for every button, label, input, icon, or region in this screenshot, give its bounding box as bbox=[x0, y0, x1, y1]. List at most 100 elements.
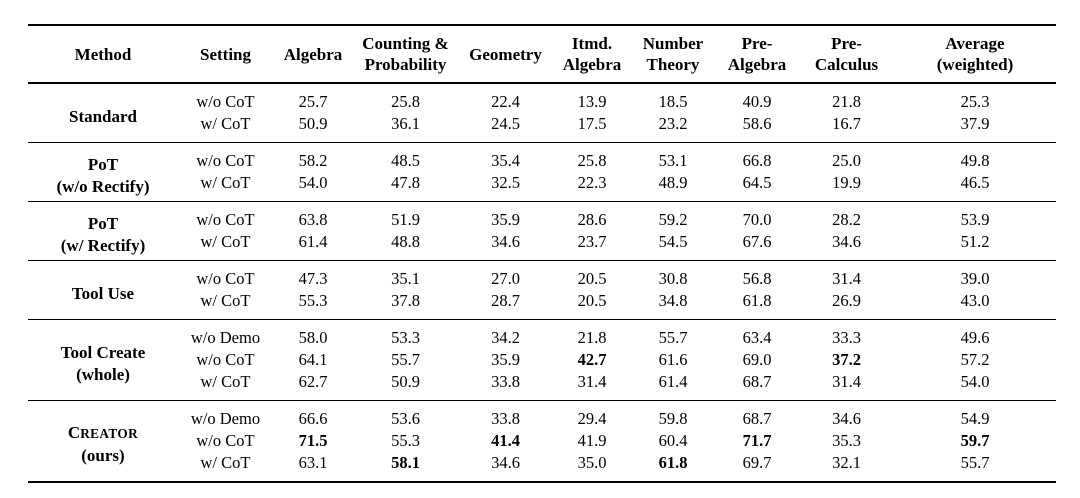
column-header: Method bbox=[28, 25, 178, 84]
setting-cell: w/ CoT bbox=[200, 291, 251, 310]
value-cell: 63.4 bbox=[715, 319, 799, 349]
value-cell: 23.2 bbox=[658, 114, 688, 133]
column-header: Number Theory bbox=[631, 25, 715, 84]
method-cell: PoT (w/ Rectify) bbox=[28, 201, 178, 261]
value-cell: 17.5 bbox=[577, 114, 607, 133]
value-cell: 59.2 bbox=[631, 201, 715, 231]
value-cell: 58.2 bbox=[273, 142, 353, 172]
value-cell: 13.9 bbox=[553, 82, 631, 113]
table-row: PoT (w/o Rectify) w/o CoT 58.2 48.5 35.4 25.8 5… bbox=[28, 142, 1056, 202]
method-cell: Tool Use bbox=[28, 260, 178, 320]
column-header: Average (weighted) bbox=[894, 25, 1056, 84]
value-cell: 35.1 bbox=[353, 260, 458, 290]
value-cell: 34.6 bbox=[799, 400, 894, 430]
value-cell: 59.8 bbox=[631, 400, 715, 430]
value-cell: 25.8 bbox=[353, 82, 458, 113]
value-cell: 42.7 bbox=[577, 350, 607, 369]
value-cell: 26.9 bbox=[832, 291, 861, 310]
value-cell: 56.8 bbox=[715, 260, 799, 290]
value-cell: 35.9 bbox=[458, 201, 553, 231]
table-row: w/o CoT 71.5 55.3 41.4 41.9 60.4 71.7 35.3 59.7 bbox=[28, 430, 1056, 452]
value-cell: 18.5 bbox=[631, 82, 715, 113]
value-cell: 31.4 bbox=[577, 372, 607, 391]
value-cell: 59.7 bbox=[960, 431, 990, 450]
value-cell: 71.7 bbox=[742, 431, 772, 450]
value-cell: 54.0 bbox=[298, 173, 328, 192]
value-cell: 68.7 bbox=[715, 400, 799, 430]
value-cell: 58.6 bbox=[742, 114, 772, 133]
setting-cell: w/ CoT bbox=[200, 114, 251, 133]
value-cell: 68.7 bbox=[742, 372, 772, 391]
value-cell: 55.3 bbox=[298, 291, 328, 310]
value-cell: 51.9 bbox=[353, 201, 458, 231]
table-row: w/ CoT 54.0 47.8 32.5 22.3 48.9 64.5 19.9 46.5 bbox=[28, 172, 1056, 202]
value-cell: 33.8 bbox=[491, 372, 520, 391]
method-label-line: PoT bbox=[87, 154, 119, 174]
value-cell: 35.9 bbox=[491, 350, 520, 369]
value-cell: 69.0 bbox=[742, 350, 772, 369]
value-cell: 48.8 bbox=[391, 232, 420, 251]
value-cell: 31.4 bbox=[799, 260, 894, 290]
value-cell: 60.4 bbox=[658, 431, 688, 450]
value-cell: 49.6 bbox=[894, 319, 1056, 349]
value-cell: 34.6 bbox=[491, 232, 520, 251]
column-header: Counting & Probability bbox=[353, 25, 458, 84]
setting-cell: w/o CoT bbox=[178, 260, 273, 290]
value-cell: 37.9 bbox=[960, 114, 990, 133]
value-cell: 28.2 bbox=[799, 201, 894, 231]
setting-cell: w/ CoT bbox=[200, 372, 251, 391]
value-cell: 41.4 bbox=[491, 431, 520, 450]
value-cell: 34.6 bbox=[832, 232, 861, 251]
value-cell: 21.8 bbox=[553, 319, 631, 349]
value-cell: 49.8 bbox=[894, 142, 1056, 172]
value-cell: 70.0 bbox=[715, 201, 799, 231]
setting-cell: w/o CoT bbox=[178, 82, 273, 113]
value-cell: 54.9 bbox=[894, 400, 1056, 430]
value-cell: 67.6 bbox=[742, 232, 772, 251]
value-cell: 50.9 bbox=[391, 372, 420, 391]
value-cell: 61.6 bbox=[658, 350, 688, 369]
setting-cell: w/ CoT bbox=[200, 232, 251, 251]
value-cell: 50.9 bbox=[298, 114, 328, 133]
column-header: Algebra bbox=[273, 25, 353, 84]
value-cell: 66.8 bbox=[715, 142, 799, 172]
value-cell: 24.5 bbox=[491, 114, 520, 133]
header-row: Method Setting Algebra Counting & Probabili… bbox=[28, 25, 1056, 84]
value-cell: 53.1 bbox=[631, 142, 715, 172]
method-cell: PoT (w/o Rectify) bbox=[28, 142, 178, 202]
value-cell: 27.0 bbox=[458, 260, 553, 290]
value-cell: 55.3 bbox=[391, 431, 420, 450]
value-cell: 37.8 bbox=[391, 291, 420, 310]
value-cell: 69.7 bbox=[742, 453, 772, 472]
setting-cell: w/o Demo bbox=[178, 400, 273, 430]
method-label-line: (ours) bbox=[81, 446, 125, 465]
value-cell: 61.4 bbox=[298, 232, 328, 251]
setting-cell: w/o CoT bbox=[196, 431, 255, 450]
value-cell: 53.6 bbox=[353, 400, 458, 430]
value-cell: 53.3 bbox=[353, 319, 458, 349]
method-label-line: Tool Use bbox=[71, 283, 135, 303]
value-cell: 22.3 bbox=[577, 173, 607, 192]
value-cell: 19.9 bbox=[832, 173, 861, 192]
value-cell: 62.7 bbox=[298, 372, 328, 391]
value-cell: 21.8 bbox=[799, 82, 894, 113]
table-row: w/ CoT 55.3 37.8 28.7 20.5 34.8 61.8 26.9 43.0 bbox=[28, 290, 1056, 320]
value-cell: 54.5 bbox=[658, 232, 688, 251]
results-table: Method Setting Algebra Counting & Probabili… bbox=[28, 24, 1056, 483]
value-cell: 47.3 bbox=[273, 260, 353, 290]
value-cell: 34.2 bbox=[458, 319, 553, 349]
value-cell: 47.8 bbox=[391, 173, 420, 192]
value-cell: 58.1 bbox=[391, 453, 420, 472]
value-cell: 61.8 bbox=[742, 291, 772, 310]
method-cell: Creator (ours) bbox=[28, 400, 178, 482]
value-cell: 20.5 bbox=[577, 291, 607, 310]
value-cell: 66.6 bbox=[273, 400, 353, 430]
setting-cell: w/o CoT bbox=[196, 350, 255, 369]
method-label-line: (whole) bbox=[76, 364, 130, 384]
value-cell: 35.0 bbox=[577, 453, 607, 472]
table-row: PoT (w/ Rectify) w/o CoT 63.8 51.9 35.9 28.6 59… bbox=[28, 201, 1056, 261]
value-cell: 33.3 bbox=[799, 319, 894, 349]
value-cell: 34.6 bbox=[491, 453, 520, 472]
value-cell: 25.8 bbox=[553, 142, 631, 172]
